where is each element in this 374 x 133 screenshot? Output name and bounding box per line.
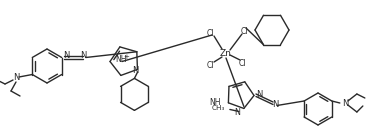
Text: Cl: Cl — [240, 26, 248, 36]
Text: N: N — [272, 100, 278, 109]
Text: +: + — [123, 53, 129, 60]
Text: N: N — [80, 51, 87, 61]
Text: N: N — [256, 90, 262, 99]
Text: Zn: Zn — [220, 49, 232, 57]
Text: Cl: Cl — [206, 28, 214, 38]
Text: N: N — [342, 99, 348, 107]
Text: N: N — [132, 66, 139, 75]
Text: NH: NH — [209, 98, 220, 107]
Text: Cl: Cl — [206, 61, 214, 70]
Text: CH₃: CH₃ — [211, 105, 225, 111]
Text: NH: NH — [115, 55, 126, 64]
Text: Cl: Cl — [238, 59, 246, 68]
Text: N: N — [234, 108, 240, 117]
Text: N: N — [64, 51, 70, 61]
Text: N: N — [13, 74, 19, 82]
